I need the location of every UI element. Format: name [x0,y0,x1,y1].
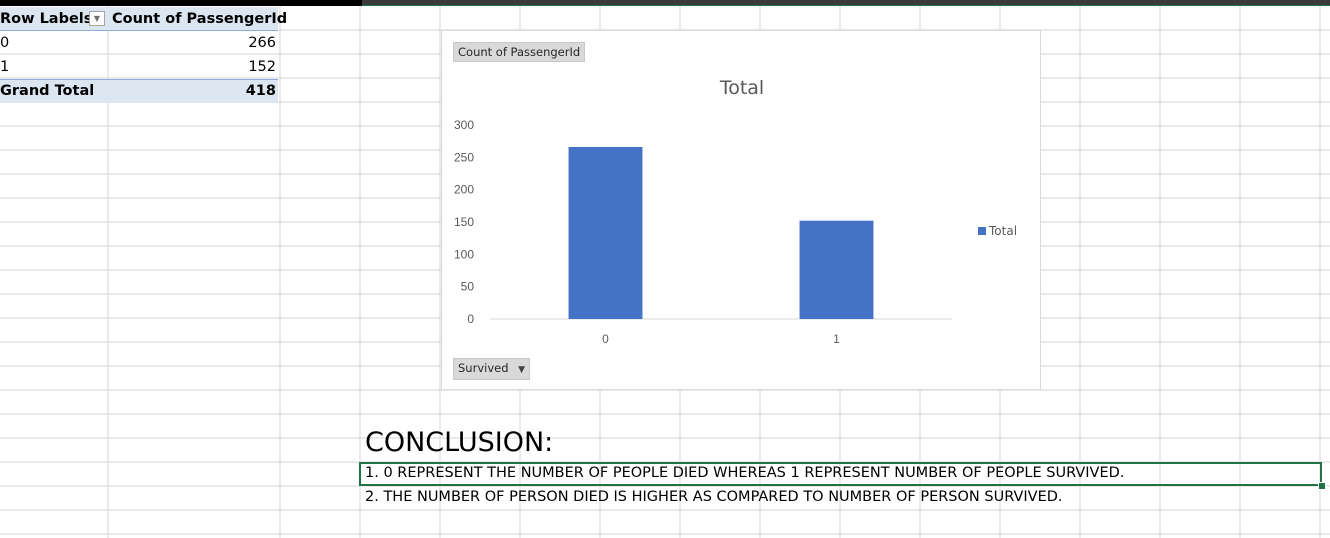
y-tick-label: 300 [454,118,474,132]
pivot-row-value[interactable]: 266 [248,35,276,51]
y-tick-label: 200 [454,183,474,197]
axis-field-button[interactable]: Survived ▼ [453,358,531,380]
pivot-row-label[interactable]: 0 [0,35,10,51]
pivot-row-labels-header[interactable]: Row Labels [0,11,93,27]
pivot-count-header[interactable]: Count of PassengerId [112,11,288,27]
y-tick-label: 100 [454,247,474,261]
x-tick-label: 0 [602,332,609,346]
pivot-grand-total-background [0,79,278,103]
dropdown-arrow-icon: ▼ [518,365,526,375]
y-tick-label: 250 [454,150,474,164]
conclusion-line-2[interactable]: 2. THE NUMBER OF PERSON DIED IS HIGHER A… [365,489,1063,505]
chart-title: Total [719,77,765,99]
axis-field-label: Survived [458,361,509,375]
y-tick-label: 50 [461,280,475,294]
chart-legend: Total [978,224,1017,238]
row-labels-filter-icon[interactable]: ▼ [89,11,105,26]
pivot-header-background [0,7,278,31]
legend-label: Total [989,224,1018,238]
pivot-grand-total-label[interactable]: Grand Total [0,83,95,99]
pivot-row-value[interactable]: 152 [248,59,276,75]
legend-swatch [978,227,986,235]
value-field-button[interactable]: Count of PassengerId [453,42,586,62]
bar-1[interactable] [799,220,874,319]
column-header-selection [362,0,1330,6]
bar-0[interactable] [568,146,643,319]
y-tick-label: 0 [467,312,474,326]
fill-handle[interactable] [1318,482,1326,490]
conclusion-title[interactable]: CONCLUSION: [365,427,554,458]
y-tick-label: 150 [454,215,474,229]
active-cell-selection[interactable] [359,462,1322,486]
pivot-grand-total-value[interactable]: 418 [245,83,276,99]
x-tick-label: 1 [833,332,840,346]
pivot-chart[interactable]: 0 50 100 150 200 250 300 0 1 Count of PassengerI… [441,30,1041,390]
conclusion-line-1[interactable]: 1. 0 REPRESENT THE NUMBER OF PEOPLE DIED… [365,465,1125,481]
chart-plot-area: 0 50 100 150 200 250 300 0 1 [454,118,952,346]
pivot-row-label[interactable]: 1 [0,59,10,75]
